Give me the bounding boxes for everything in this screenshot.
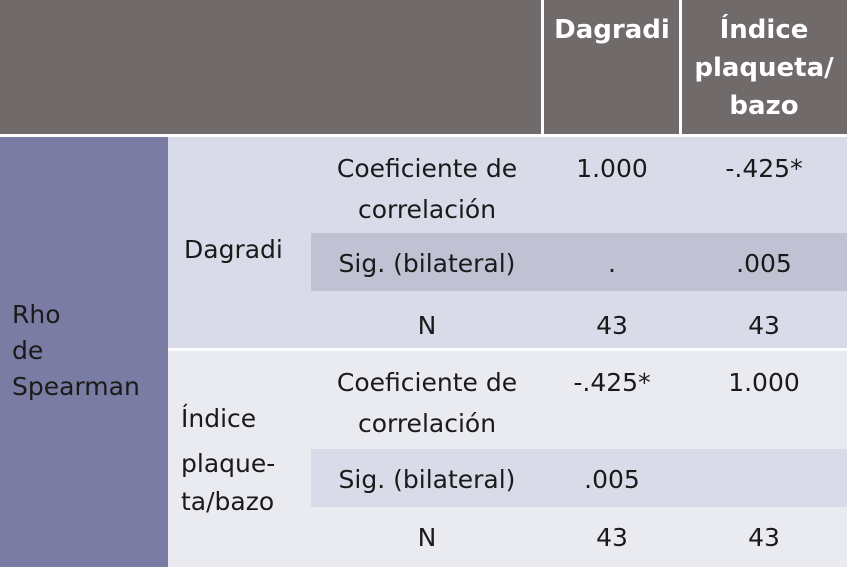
var2-name-line3: ta/bazo <box>181 487 275 516</box>
var1-name: Dagradi <box>184 235 283 264</box>
var2-name-cell: Índice plaque- ta/bazo <box>168 351 311 567</box>
header-bottom-border <box>0 134 847 137</box>
var2-coef-value-dagradi: -.425* <box>573 368 651 397</box>
var1-n-value-indice: 43 <box>748 311 780 340</box>
var2-coef-row: Coeficiente de correlación -.425* 1.000 <box>311 351 847 449</box>
rho-label-line2: de <box>12 336 44 365</box>
var2-n-label: N <box>417 523 437 552</box>
header-indice-label-line3: bazo <box>729 91 799 121</box>
var1-n-row: N 43 43 <box>311 291 847 349</box>
rho-label-line1: Rho <box>12 300 61 329</box>
var2-n-value-dagradi: 43 <box>596 523 628 552</box>
header-divider-2 <box>679 0 682 137</box>
var1-coef-value-indice: -.425* <box>725 154 803 183</box>
var1-coef-label-line2: correlación <box>357 195 497 224</box>
var2-name-line2: plaque- <box>181 449 276 478</box>
group-divider <box>168 348 847 351</box>
var1-coef-label-line1: Coeficiente de <box>336 154 518 183</box>
var2-name-line1: Índice <box>181 404 257 433</box>
var2-sig-label: Sig. (bilateral) <box>338 465 516 494</box>
var2-sig-row: Sig. (bilateral) .005 <box>311 449 847 507</box>
rho-label-line3: Spearman <box>12 372 140 401</box>
var1-sig-label: Sig. (bilateral) <box>338 249 516 278</box>
var2-coef-label-line1: Coeficiente de <box>336 368 518 397</box>
header-indice-cell: Índice plaqueta/ bazo <box>681 0 847 137</box>
var2-n-row: N 43 43 <box>311 507 847 567</box>
var1-n-value-dagradi: 43 <box>596 311 628 340</box>
var1-sig-value-dagradi: . <box>608 249 616 278</box>
var2-n-value-indice: 43 <box>748 523 780 552</box>
var1-sig-value-indice: .005 <box>736 249 792 278</box>
var2-sig-value-dagradi: .005 <box>584 465 640 494</box>
var1-sig-row: Sig. (bilateral) . .005 <box>311 233 847 291</box>
header-indice-label-line1: Índice <box>719 15 809 45</box>
var1-n-label: N <box>417 311 437 340</box>
var1-coef-value-dagradi: 1.000 <box>576 154 648 183</box>
rho-spearman-cell: Rho de Spearman <box>0 137 168 567</box>
header-empty-cell <box>0 0 543 137</box>
var1-coef-row: Coeficiente de correlación 1.000 -.425* <box>311 137 847 233</box>
var1-name-cell: Dagradi <box>168 137 311 349</box>
header-dagradi-cell: Dagradi <box>543 0 681 137</box>
header-indice-label-line2: plaqueta/ <box>694 53 834 83</box>
var2-coef-label-line2: correlación <box>357 409 497 438</box>
var2-coef-value-indice: 1.000 <box>728 368 800 397</box>
header-dagradi-label: Dagradi <box>554 15 670 45</box>
header-divider-1 <box>541 0 544 137</box>
